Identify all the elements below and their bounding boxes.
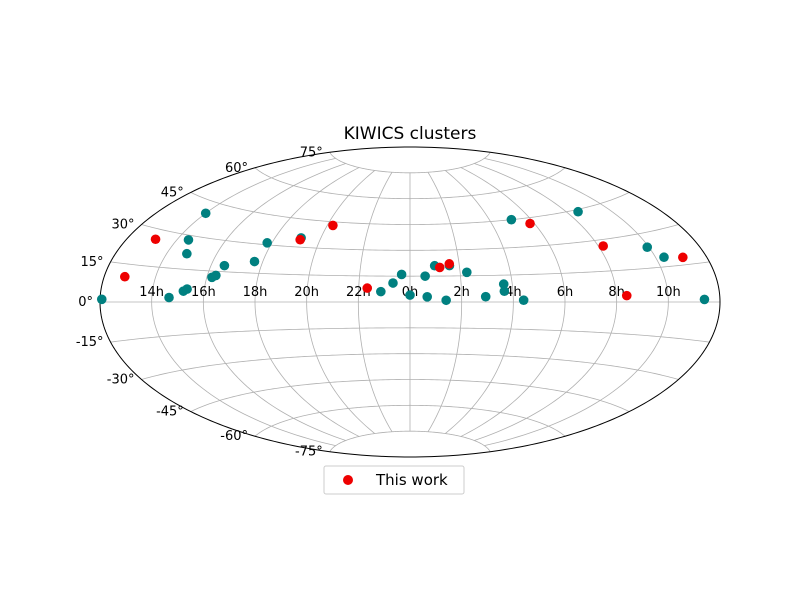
data-point <box>96 294 107 305</box>
ra-tick-label: 14h <box>139 285 164 300</box>
data-point <box>211 270 221 281</box>
data-point <box>420 271 430 281</box>
data-point <box>262 238 272 248</box>
ra-tick-label: 4h <box>505 285 522 300</box>
ra-tick-label: 18h <box>243 285 268 300</box>
dec-tick-label: 75° <box>300 145 323 160</box>
meridian-line <box>202 163 346 441</box>
dec-tick-label: 0° <box>78 295 93 310</box>
data-point <box>249 256 260 267</box>
data-points <box>96 206 710 306</box>
data-point <box>219 260 230 271</box>
legend-marker <box>343 475 353 485</box>
dec-tick-label: -75° <box>295 445 323 460</box>
meridian-line <box>444 170 514 434</box>
meridian-line <box>254 167 360 437</box>
data-point <box>699 294 710 305</box>
meridian-line <box>151 157 336 447</box>
ra-tick-label: 20h <box>294 285 319 300</box>
data-point <box>480 291 491 302</box>
chart-title: KIWICS clusters <box>344 124 477 144</box>
meridian-line <box>460 167 566 437</box>
data-point <box>659 252 669 263</box>
data-point <box>573 206 583 217</box>
data-point <box>422 292 433 302</box>
meridian-line <box>357 172 393 432</box>
data-point <box>462 267 472 278</box>
data-point <box>598 241 609 251</box>
data-point <box>441 295 451 306</box>
parallel-line <box>329 152 491 174</box>
dec-tick-labels: -75° -60° -45° -30° -15° 0° 15° 30° 45° 60° 75° <box>76 145 323 459</box>
data-point <box>405 290 415 300</box>
dec-tick-label: 30° <box>111 218 134 233</box>
dec-tick-label: -45° <box>156 405 184 420</box>
ra-tick-label: 16h <box>191 285 216 300</box>
data-point <box>498 279 509 289</box>
data-point <box>328 220 338 231</box>
data-point <box>376 286 386 297</box>
grid-lines <box>100 152 720 452</box>
data-point <box>506 214 517 225</box>
meridian-line <box>484 157 669 447</box>
data-point <box>388 278 398 288</box>
dec-tick-label: -15° <box>76 335 104 350</box>
data-point <box>525 218 535 229</box>
ra-tick-label: 2h <box>453 285 470 300</box>
map-frame <box>99 146 721 458</box>
ra-tick-label: 8h <box>608 285 625 300</box>
data-point <box>183 235 194 245</box>
data-point <box>182 248 192 259</box>
dec-tick-label: -30° <box>107 373 135 388</box>
data-point <box>678 252 688 263</box>
data-point <box>182 284 192 294</box>
dec-tick-label: -60° <box>220 429 248 444</box>
legend: This work <box>323 465 465 495</box>
data-point <box>396 269 407 280</box>
data-point <box>295 234 305 245</box>
legend-box <box>323 465 465 495</box>
data-point <box>362 283 373 293</box>
legend-label: This work <box>375 471 448 489</box>
dec-tick-label: 45° <box>161 185 184 200</box>
data-point <box>642 242 653 252</box>
data-point <box>621 290 632 301</box>
meridian-line <box>306 170 376 434</box>
data-point <box>518 295 529 305</box>
data-point <box>120 271 130 282</box>
dec-tick-label: 15° <box>81 255 104 270</box>
parallel-line <box>329 430 491 452</box>
data-point <box>444 259 455 269</box>
data-point <box>150 234 161 245</box>
meridian-line <box>474 163 618 441</box>
data-point <box>499 286 510 297</box>
ra-tick-label: 6h <box>557 285 574 300</box>
data-point <box>164 292 174 303</box>
meridian-line <box>427 172 463 432</box>
ra-tick-label: 10h <box>656 285 681 300</box>
dec-tick-label: 60° <box>225 161 248 176</box>
data-point <box>434 262 445 273</box>
data-point <box>200 208 211 219</box>
